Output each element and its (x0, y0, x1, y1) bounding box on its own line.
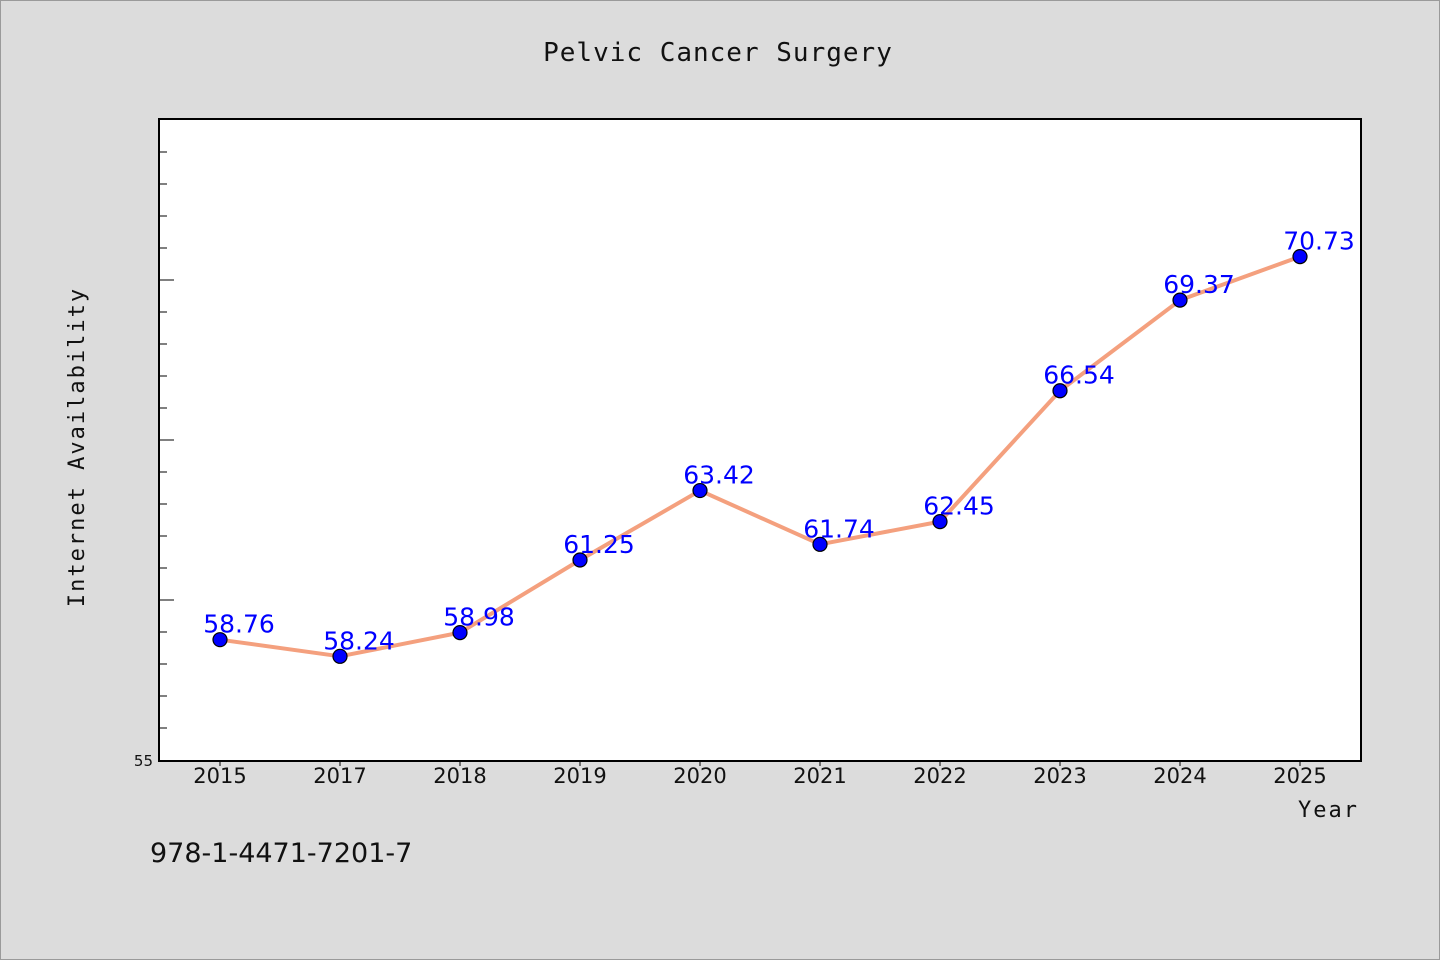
y-axis-label: Internet Availability (65, 287, 90, 607)
data-label: 58.24 (323, 626, 395, 655)
data-label: 61.25 (563, 530, 635, 559)
x-axis-label: Year (1298, 798, 1359, 823)
data-point (932, 513, 948, 530)
x-tick-label: 2022 (913, 764, 966, 788)
data-point (572, 552, 588, 568)
data-label: 69.37 (1163, 270, 1235, 299)
data-label: 61.74 (803, 514, 875, 543)
x-tick-label: 2024 (1153, 764, 1206, 788)
x-tick-label: 2019 (553, 764, 606, 788)
data-label: 70.73 (1283, 227, 1355, 256)
data-point (1172, 292, 1188, 308)
x-ticks: 2015 2017 2018 2019 2020 2021 2022 2023 2024 2025 (193, 760, 1327, 788)
x-tick-label: 2025 (1273, 764, 1326, 788)
data-label: 63.42 (683, 461, 755, 490)
data-point (212, 632, 228, 648)
x-tick-label: 2018 (433, 764, 486, 788)
chart-title: Pelvic Cancer Surgery (543, 38, 893, 68)
data-point (332, 648, 348, 664)
plot-area (158, 118, 1362, 762)
x-tick-label: 2021 (793, 764, 846, 788)
x-tick-label: 2017 (313, 764, 366, 788)
x-tick-label: 2015 (193, 764, 246, 788)
data-point (812, 536, 828, 552)
series-line (219, 254, 1301, 659)
data-series: 58.76 58.24 58.98 61.25 63.42 61.74 62.45 66.54… (203, 227, 1355, 664)
x-tick-label: 2020 (673, 764, 726, 788)
data-label: 58.76 (203, 610, 275, 639)
x-tick-label: 2023 (1033, 764, 1086, 788)
data-label: 66.54 (1043, 361, 1115, 390)
y-tick-label: 55 (134, 752, 153, 770)
y-ticks (160, 151, 174, 729)
data-point (692, 482, 708, 499)
data-point (1292, 249, 1308, 265)
data-label: 58.98 (443, 603, 515, 632)
data-point (1052, 383, 1068, 399)
data-label: 62.45 (923, 492, 995, 521)
data-point (452, 625, 468, 641)
isbn-label: 978-1-4471-7201-7 (150, 838, 412, 869)
